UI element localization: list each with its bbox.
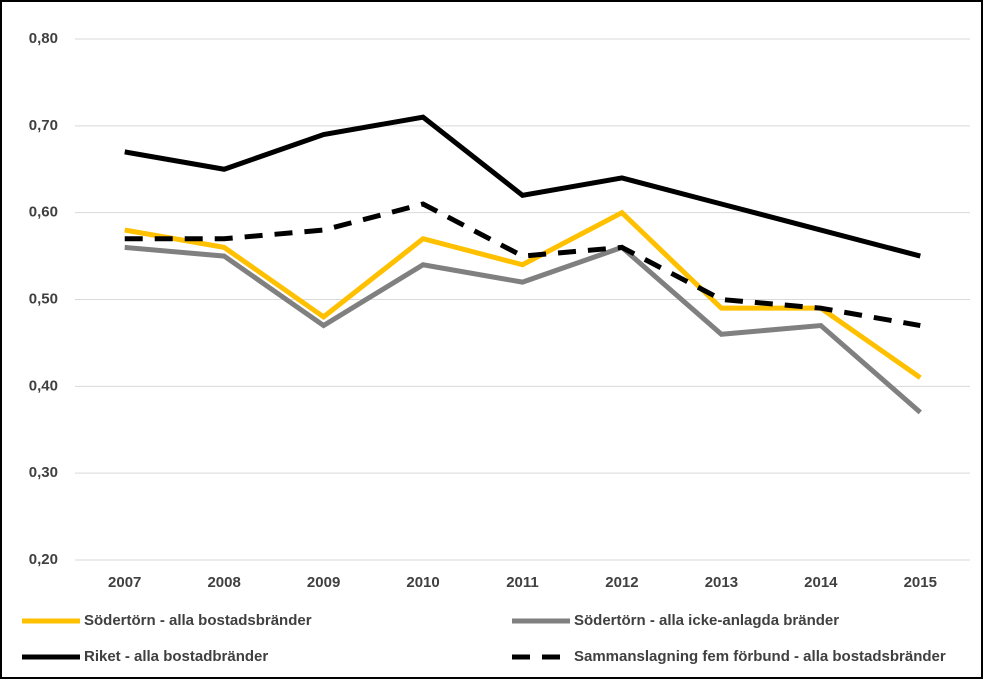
y-tick-label: 0,50: [29, 290, 58, 307]
x-tick-label: 2013: [705, 574, 738, 591]
x-tick-label: 2008: [207, 574, 240, 591]
series-line: [124, 114, 921, 259]
y-tick-label: 0,70: [29, 117, 58, 134]
x-tick-label: 2015: [904, 574, 937, 591]
y-tick-label: 0,40: [29, 377, 58, 394]
y-tick-label: 0,80: [29, 30, 58, 47]
legend-label: Södertörn - alla icke-anlagda bränder: [574, 612, 839, 629]
legend-label: Södertörn - alla bostadsbränder: [84, 612, 312, 629]
y-tick-label: 0,20: [29, 551, 58, 568]
series-line: [124, 201, 921, 329]
y-tick-label: 0,60: [29, 204, 58, 221]
x-tick-label: 2012: [605, 574, 638, 591]
x-tick-label: 2010: [406, 574, 439, 591]
x-tick-label: 2007: [108, 574, 141, 591]
y-tick-label: 0,30: [29, 464, 58, 481]
x-tick-label: 2011: [506, 574, 539, 591]
x-tick-label: 2009: [307, 574, 340, 591]
legend-label: Sammanslagning fem förbund - alla bostad…: [574, 648, 946, 665]
series-line: [124, 244, 922, 415]
legend-label: Riket - alla bostadbränder: [84, 648, 268, 665]
x-tick-label: 2014: [804, 574, 838, 591]
series-line: [124, 209, 922, 380]
